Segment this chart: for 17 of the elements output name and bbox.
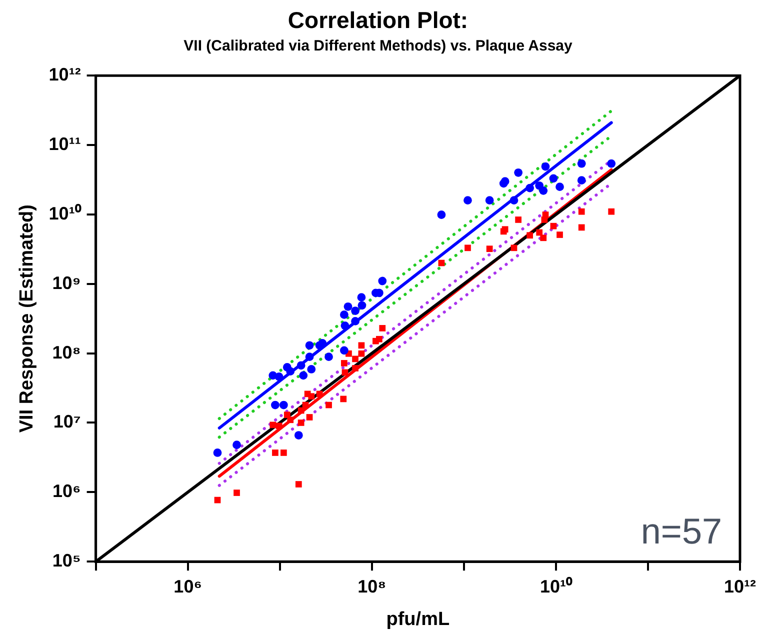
- y-tick-label: 10⁵: [52, 550, 81, 571]
- y-tick-label: 10⁸: [52, 342, 81, 362]
- y-tick-label: 10¹²: [48, 64, 81, 85]
- x-tick-label: 10⁶: [174, 576, 202, 596]
- x-tick-label: 10¹²: [724, 576, 756, 596]
- x-axis-title: pfu/mL: [386, 608, 450, 630]
- y-tick-label: 10¹⁰: [48, 203, 82, 224]
- y-tick-label: 10⁹: [52, 272, 81, 293]
- chart-subtitle: VII (Calibrated via Different Methods) vs. Plaque Assay: [184, 38, 574, 55]
- x-tick-label: 10¹⁰: [540, 576, 573, 596]
- y-tick-label: 10¹¹: [48, 134, 81, 154]
- x-tick-label: 10⁸: [358, 576, 386, 596]
- chart-title: Correlation Plot:: [288, 7, 468, 34]
- annotation: n=57: [640, 510, 722, 552]
- y-tick-label: 10⁶: [52, 481, 81, 502]
- y-axis-title: VII Response (Estimated): [16, 204, 38, 433]
- y-tick-label: 10⁷: [53, 412, 81, 432]
